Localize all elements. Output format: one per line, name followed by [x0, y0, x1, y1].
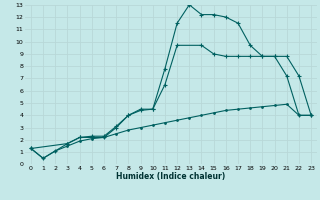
X-axis label: Humidex (Indice chaleur): Humidex (Indice chaleur) — [116, 172, 226, 181]
